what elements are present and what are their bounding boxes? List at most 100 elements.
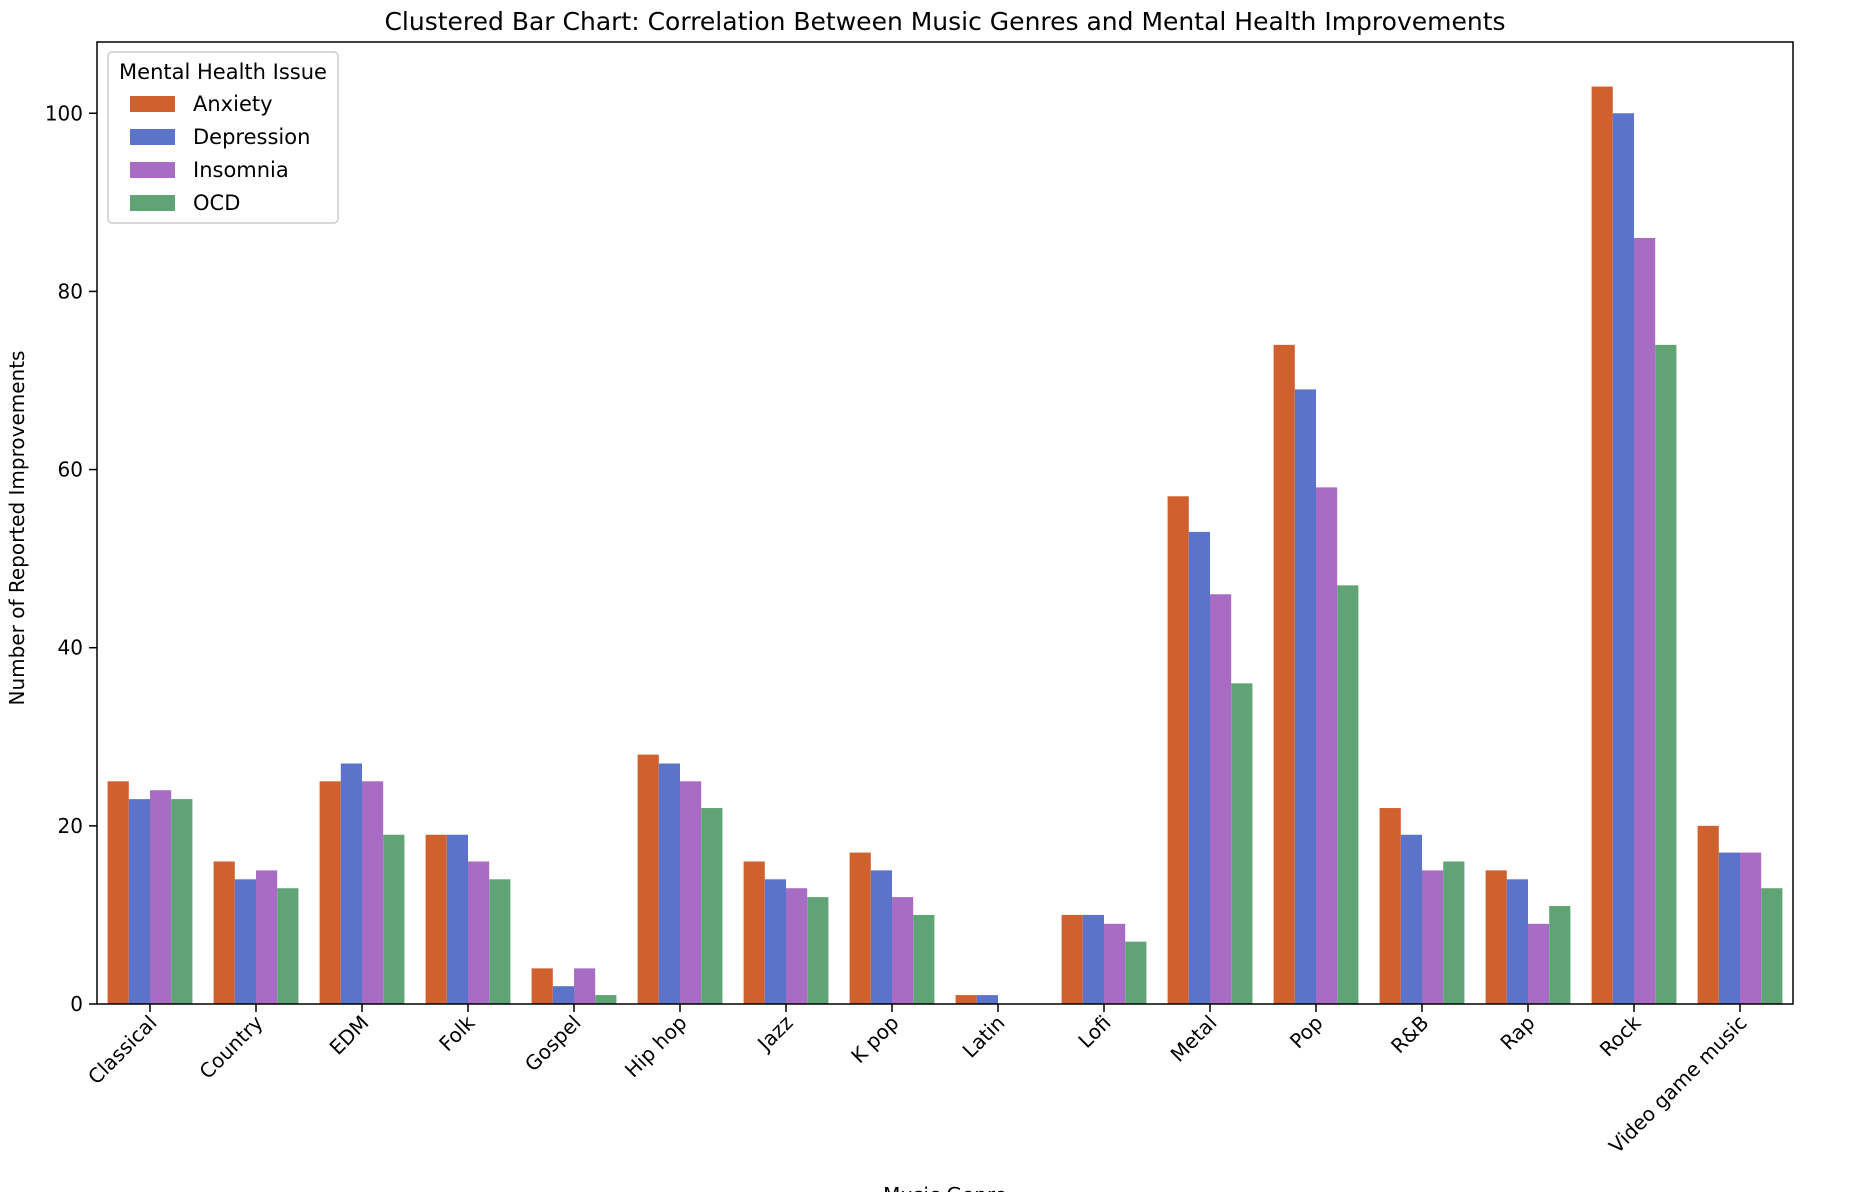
bar-anxiety [319,781,341,1004]
bar-anxiety [1167,496,1189,1004]
bar-anxiety [531,968,553,1004]
bar-depression [1506,879,1528,1004]
bar-ocd [595,995,617,1004]
bar-ocd [807,897,829,1004]
bar-depression [976,995,998,1004]
y-tick-label: 60 [58,458,83,482]
x-tick-label: Folk [434,1010,480,1056]
bar-insomnia [786,888,808,1004]
legend-items: Anxiety Depression Insomnia OCD [130,92,310,215]
bar-insomnia [362,781,384,1004]
bar-depression [1718,852,1740,1004]
bar-ocd [1231,683,1253,1004]
bar-depression [128,799,150,1004]
x-tick-label: R&B [1386,1011,1434,1059]
bar-insomnia [892,897,914,1004]
bar-ocd [913,914,935,1004]
bar-ocd [1125,941,1147,1004]
bar-anxiety [1061,914,1083,1004]
x-tick-label: Lofi [1073,1011,1115,1053]
legend-swatch-depression [130,129,175,145]
bar-ocd [1337,585,1359,1004]
bar-insomnia [150,790,172,1004]
x-tick-label: K pop [846,1011,903,1068]
y-tick-label: 40 [58,636,83,660]
bar-insomnia [1634,237,1656,1004]
x-tick-label: Metal [1166,1011,1222,1067]
bar-depression [764,879,786,1004]
bar-ocd [489,879,511,1004]
x-tick-label: Pop [1285,1011,1328,1054]
bar-ocd [277,888,299,1004]
x-tick-label: Classical [83,1011,161,1089]
bar-ocd [1761,888,1783,1004]
bar-insomnia [256,870,278,1004]
bar-anxiety [849,852,871,1004]
bar-insomnia [468,861,490,1004]
x-tick-label: Rap [1495,1011,1539,1055]
legend: Mental Health Issue Anxiety Depression Ins… [107,51,339,224]
bar-anxiety [1591,86,1613,1005]
x-tick-label: Latin [958,1011,1010,1063]
bar-depression [1188,531,1210,1004]
bar-ocd [383,834,405,1004]
y-tick-label: 0 [70,992,83,1016]
bar-insomnia [1316,487,1338,1004]
bar-anxiety [1485,870,1507,1004]
y-tick-label: 20 [58,814,83,838]
bar-anxiety [955,995,977,1004]
chart-title: Clustered Bar Chart: Correlation Between… [384,7,1505,36]
legend-swatch-ocd [130,195,175,211]
x-tick-label: Hip hop [620,1011,692,1083]
x-axis-label: Music Genre [883,1183,1007,1192]
bars-layer [107,86,1783,1005]
legend-title: Mental Health Issue [119,60,327,84]
legend-label-depression: Depression [193,125,310,149]
bar-ocd [701,808,723,1004]
bar-insomnia [680,781,702,1004]
x-tick-label: Jazz [751,1011,797,1057]
bar-depression [1612,113,1634,1004]
bar-insomnia [1210,594,1232,1004]
legend-label-ocd: OCD [193,191,240,215]
bar-anxiety [743,861,765,1004]
bar-depression [340,763,362,1004]
legend-label-insomnia: Insomnia [193,158,289,182]
bar-insomnia [1422,870,1444,1004]
legend-swatch-insomnia [130,162,175,178]
legend-label-anxiety: Anxiety [193,92,273,116]
x-tick-label: EDM [325,1011,374,1060]
bar-depression [446,834,468,1004]
bar-anxiety [425,834,447,1004]
bar-anxiety [637,754,659,1004]
bar-anxiety [1379,808,1401,1004]
legend-swatch-anxiety [130,96,175,112]
bar-insomnia [574,968,596,1004]
bar-insomnia [1528,923,1550,1004]
bar-depression [1400,834,1422,1004]
bar-depression [234,879,256,1004]
bar-ocd [1655,344,1677,1005]
bar-anxiety [1273,344,1295,1005]
x-tick-label: Rock [1595,1010,1646,1061]
bar-depression [1294,389,1316,1004]
plot-frame [96,41,1794,1005]
y-tick-label: 100 [45,101,83,125]
bar-depression [870,870,892,1004]
bar-ocd [171,799,193,1004]
bar-depression [1082,914,1104,1004]
x-tick-label: Gospel [520,1011,586,1077]
bar-insomnia [1740,852,1762,1004]
bar-depression [658,763,680,1004]
bar-anxiety [1697,825,1719,1004]
y-tick-label: 80 [58,279,83,303]
legend-box [107,51,339,224]
bar-anxiety [213,861,235,1004]
x-tick-label: Country [194,1010,267,1083]
bar-insomnia [1104,923,1126,1004]
y-axis-label: Number of Reported Improvements [5,351,29,706]
bar-depression [552,986,574,1004]
bar-ocd [1443,861,1465,1004]
